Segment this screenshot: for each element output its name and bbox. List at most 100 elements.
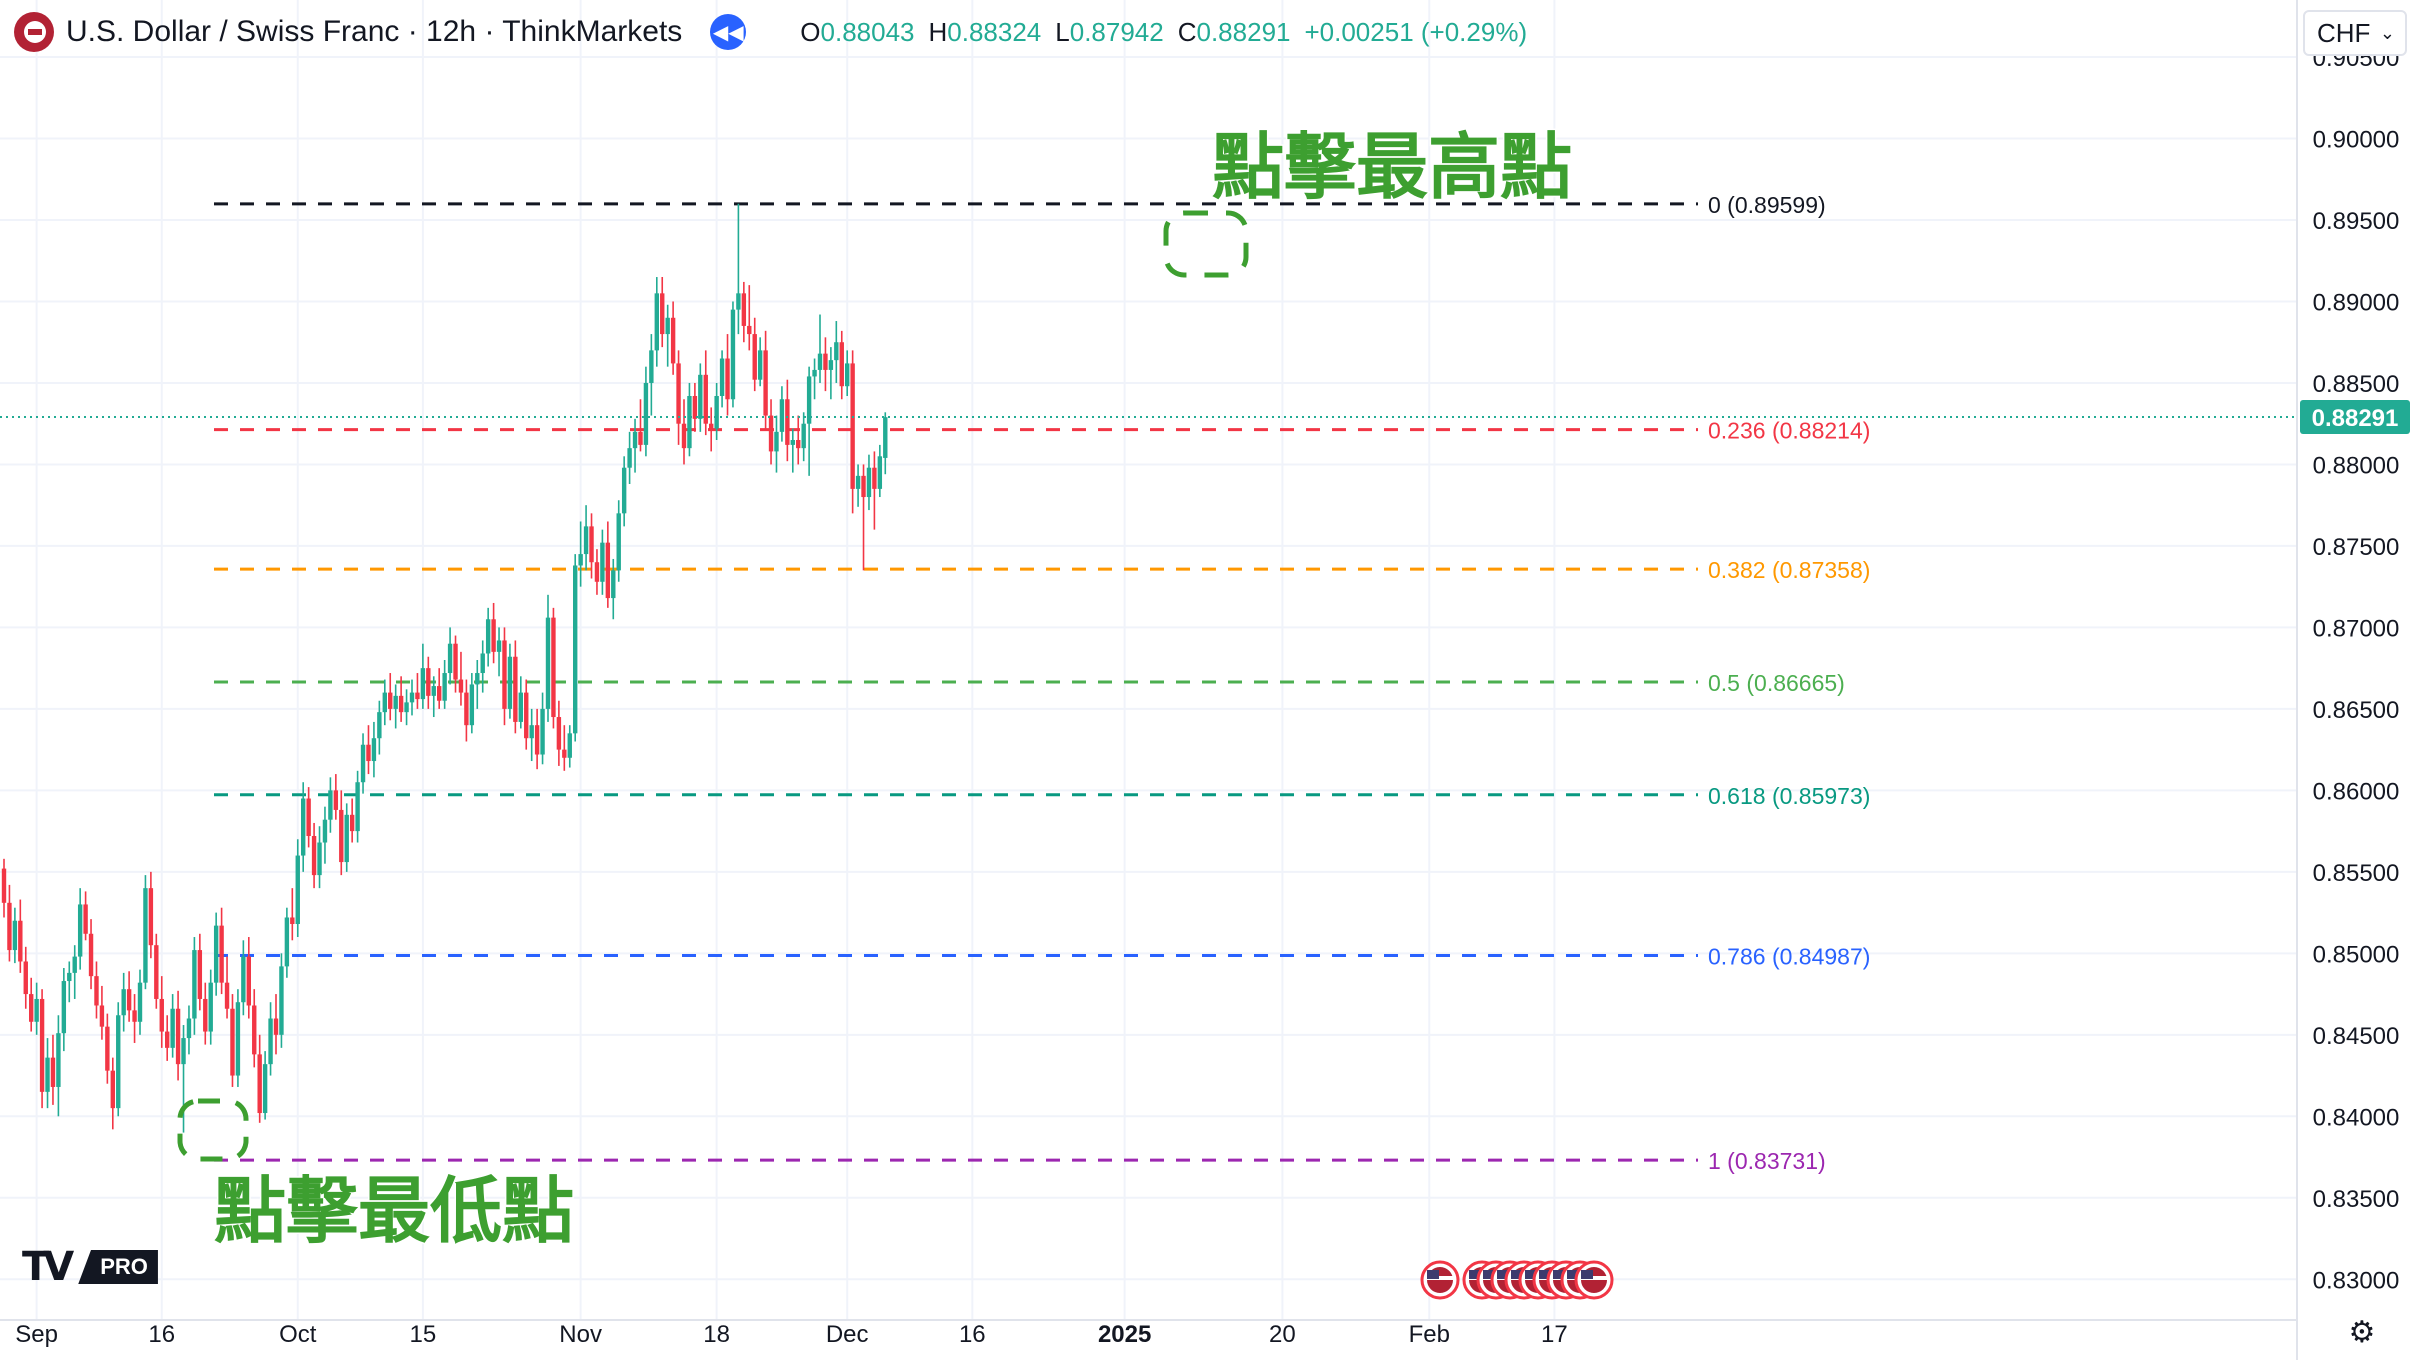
time-tick-label: Dec	[826, 1321, 869, 1348]
price-tick-label: 0.84500	[2313, 1023, 2400, 1050]
candle-body	[39, 998, 45, 1092]
candle-body	[268, 1018, 273, 1065]
candle-body	[872, 467, 877, 489]
rewind-icon[interactable]: ◀◀	[710, 14, 747, 50]
us-flag-event-icon[interactable]	[1420, 1260, 1460, 1300]
candle-body	[834, 342, 839, 361]
candle-body	[398, 695, 404, 713]
event-flag-canton	[1497, 1270, 1509, 1279]
candle-body	[388, 692, 393, 709]
candle-body	[61, 981, 67, 1034]
candle-body	[197, 950, 203, 999]
candle-body	[741, 293, 747, 326]
candle-body	[850, 363, 855, 489]
high-pivot-marker	[1163, 210, 1249, 278]
close-value: 0.88291	[1196, 16, 1291, 47]
candle-body	[855, 475, 861, 489]
us-flag-icon	[14, 12, 54, 52]
candle-body	[50, 1057, 56, 1087]
candle-body	[295, 855, 300, 924]
candle-body	[681, 423, 687, 449]
close-label: C	[1177, 16, 1197, 47]
candle-body	[105, 1026, 110, 1071]
candle-body	[67, 972, 72, 982]
tradingview-logo[interactable]: TV PRO	[22, 1244, 158, 1290]
price-tick-label: 0.86500	[2313, 697, 2400, 724]
us-flag-event-icon[interactable]	[1574, 1260, 1614, 1300]
candle-body	[545, 617, 551, 709]
candle-body	[154, 945, 159, 999]
price-tick-label: 0.87500	[2313, 534, 2400, 561]
candle-body	[529, 725, 534, 739]
candle-body	[203, 998, 208, 1032]
high-annotation: 點擊最高點	[1212, 125, 1572, 209]
candle-body	[34, 998, 39, 1022]
candle-body	[491, 619, 496, 652]
price-tick-label: 0.84000	[2313, 1104, 2400, 1131]
candle-body	[567, 733, 572, 758]
candle-body	[747, 325, 752, 335]
candle-body	[284, 917, 290, 967]
candle-body	[779, 399, 785, 432]
candle-body	[507, 656, 513, 709]
candle-body	[404, 702, 409, 713]
candle-body	[736, 293, 741, 310]
event-flag-canton	[1483, 1270, 1495, 1279]
economic-events	[1420, 1260, 1614, 1300]
candle-body	[279, 966, 284, 1035]
time-tick-label: 20	[1269, 1321, 1296, 1348]
candle-body	[616, 513, 621, 571]
price-axis: 0.905000.900000.895000.890000.885000.880…	[2296, 0, 2410, 1360]
candle-body	[213, 925, 219, 983]
candle-body	[83, 904, 88, 934]
fib-level-label: 1 (0.83731)	[1708, 1148, 1826, 1174]
candle-body	[725, 358, 730, 400]
candle-body	[513, 656, 518, 722]
chart-header: U.S. Dollar / Swiss Franc · 12h · ThinkM…	[14, 10, 1527, 54]
candle-body	[333, 790, 339, 810]
candle-body	[45, 1057, 50, 1092]
candle-body	[143, 888, 148, 983]
candle-body	[643, 382, 649, 445]
candle-body	[246, 956, 251, 1006]
time-tick-label: 17	[1541, 1321, 1568, 1348]
gear-icon[interactable]: ⚙	[2348, 1315, 2376, 1349]
symbol-title[interactable]: U.S. Dollar / Swiss Franc · 12h · ThinkM…	[66, 15, 683, 48]
candle-body	[485, 619, 491, 654]
candle-body	[262, 1064, 268, 1114]
candle-body	[556, 717, 562, 750]
candle-body	[676, 363, 681, 424]
currency-select[interactable]: CHF ⌄	[2303, 10, 2407, 56]
candle-body	[110, 1070, 115, 1109]
ohlc-values: O0.88043 H0.88324 L0.87942 C0.88291 +0.0…	[800, 17, 1527, 48]
candle-body	[349, 814, 355, 832]
candle-body	[371, 738, 377, 762]
tv-logo-icon: TV	[22, 1244, 74, 1290]
candle-body	[181, 1038, 186, 1065]
candle-body	[839, 342, 844, 387]
candle-body	[186, 1018, 192, 1039]
time-tick-label: Feb	[1409, 1321, 1450, 1348]
time-tick-label: 16	[148, 1321, 175, 1348]
candle-body	[301, 798, 306, 856]
candle-body	[583, 526, 589, 555]
fib-level-label: 0.236 (0.88214)	[1708, 418, 1870, 444]
candle-body	[257, 1054, 262, 1114]
candle-body	[175, 1008, 181, 1065]
candle-body	[534, 725, 540, 755]
price-tick-label: 0.89000	[2313, 289, 2400, 316]
candle-body	[317, 842, 322, 876]
candle-body	[654, 293, 659, 351]
candle-body	[360, 744, 366, 783]
candle-body	[524, 692, 529, 739]
event-flag-stripe	[1581, 1276, 1607, 1280]
candle-body	[562, 749, 567, 758]
candle-body	[99, 1005, 105, 1027]
candle-body	[393, 695, 398, 709]
candle-body	[56, 1033, 61, 1087]
candle-body	[431, 686, 436, 696]
candle-body	[328, 790, 333, 820]
open-value: 0.88043	[820, 16, 915, 47]
candle-body	[551, 617, 556, 718]
